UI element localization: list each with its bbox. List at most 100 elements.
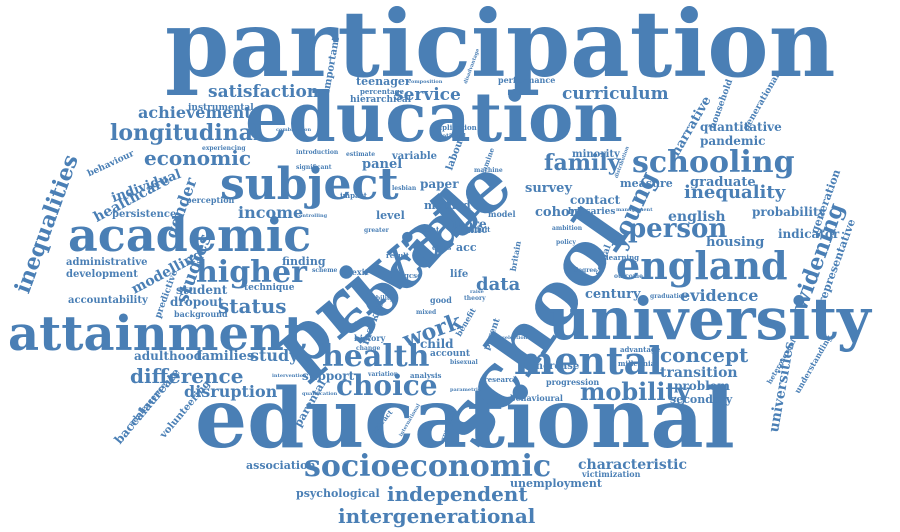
word-bursaries: bursaries (568, 207, 616, 217)
word-development: development (66, 269, 138, 280)
word-performance: performance (498, 75, 556, 85)
word-theory: theory (464, 295, 486, 302)
word-inequality: inequality (684, 182, 786, 203)
word-ability: ability (372, 295, 394, 302)
word-characteristic: characteristic (578, 457, 688, 473)
word-higher: higher (196, 255, 307, 290)
word-educational: educational (195, 371, 735, 467)
word-britain: britain (507, 240, 523, 272)
word-progression: progression (546, 377, 600, 387)
word-curriculum: curriculum (562, 84, 669, 104)
word-parametric: parametric (450, 387, 481, 393)
word-behaviour: behaviour (86, 148, 136, 180)
word-teenager: teenager (356, 75, 411, 88)
word-unemployment: unemployment (510, 477, 602, 490)
word-choice: choice (336, 369, 438, 402)
word-pandemic: pandemic (700, 134, 766, 148)
word-perception: perception (186, 195, 235, 205)
word-level: level (376, 209, 405, 222)
word-minority: minority (572, 149, 620, 160)
word-persistence: persistence (112, 209, 177, 220)
word-quantitative: quantitative (700, 120, 782, 134)
word-dropout: dropout (170, 295, 224, 309)
word-person: person (628, 214, 728, 244)
word-analysis: analysis (410, 371, 442, 380)
word-century: century (585, 287, 641, 302)
word-scheme: scheme (312, 267, 338, 274)
word-percentage: percentage (360, 87, 404, 96)
word-student: student (176, 283, 228, 297)
word-evidence: evidence (680, 286, 759, 305)
word-cohort: cohort (535, 205, 583, 220)
word-raise: raise (470, 289, 484, 295)
word-academic: academic (68, 208, 312, 262)
word-brexit: brexit (342, 267, 369, 277)
word-income: income (238, 203, 304, 222)
word-estimate: estimate (346, 151, 376, 158)
word-mixed: mixed (416, 309, 437, 316)
word-finding: finding (282, 255, 326, 268)
word-intergenerational: intergenerational (338, 504, 536, 528)
word-combination: combination (276, 127, 312, 133)
word-socioeconomic: socioeconomic (304, 449, 552, 484)
word-impact: impact (340, 191, 367, 200)
word-method: method (424, 199, 471, 212)
word-education: education (245, 78, 623, 158)
word-instrumental: instrumental (188, 103, 254, 113)
word-millennial: millennial (618, 359, 658, 368)
word-indicator: indicator (778, 227, 840, 241)
word-variation: variation (368, 371, 399, 378)
word-good: good (430, 295, 452, 305)
word-subject: subject (220, 159, 399, 210)
word-intervention: intervention (272, 373, 307, 379)
word-history: history (354, 333, 386, 343)
word-outcome: outcome (614, 273, 643, 280)
word-graduate: graduate (690, 175, 756, 190)
word-accountability: accountability (68, 295, 148, 306)
word-significant: significant (296, 164, 332, 171)
word-families: families (196, 349, 255, 364)
word-ethnic: ethnic (452, 225, 488, 236)
word-experiencing: experiencing (202, 145, 246, 152)
word-acc: acc (456, 241, 477, 254)
word-greater: greater (364, 227, 389, 234)
word-bisexual: bisexual (450, 359, 478, 366)
word-association: association (246, 459, 316, 472)
word-administrative: administrative (66, 257, 148, 268)
word-housing: housing (706, 235, 765, 250)
word-increase: increase (532, 361, 580, 372)
word-behavioural: behavioural (510, 393, 563, 403)
word-probability: probability (752, 205, 826, 219)
word-schooling: schooling (632, 145, 795, 180)
word-class: class (432, 243, 452, 252)
word-paper: paper (420, 177, 459, 191)
word-management: management (616, 207, 653, 213)
word-emotional: emotional (432, 133, 466, 140)
word-family: family (544, 150, 621, 176)
word-background: background (174, 309, 228, 319)
word-variable: variable (392, 151, 437, 162)
word-research: research (484, 375, 519, 384)
word-policy: policy (556, 239, 576, 246)
word-recent: recent (414, 225, 440, 234)
word-technique: technique (244, 283, 295, 293)
word-mobility: mobility (580, 377, 691, 406)
word-achievement: achievement (138, 103, 252, 122)
word-introduction: introduction (296, 149, 339, 156)
word-machine: machine (474, 167, 503, 174)
word-secondary: secondary (670, 393, 733, 406)
word-more: more (452, 217, 487, 231)
word-transition: transition (660, 365, 738, 381)
word-difference: difference (130, 364, 244, 388)
word-support: support (302, 369, 355, 383)
word-economic: economic (144, 146, 252, 170)
word-panel: panel (362, 157, 403, 172)
word-attainment: attainment (8, 306, 307, 362)
word-learning: learning (606, 253, 640, 262)
word-participation: participation (165, 0, 836, 98)
word-change: change (356, 345, 381, 352)
word-degree: degree (574, 267, 598, 274)
word-university: university (548, 285, 871, 353)
word-implication: implication (432, 123, 477, 132)
